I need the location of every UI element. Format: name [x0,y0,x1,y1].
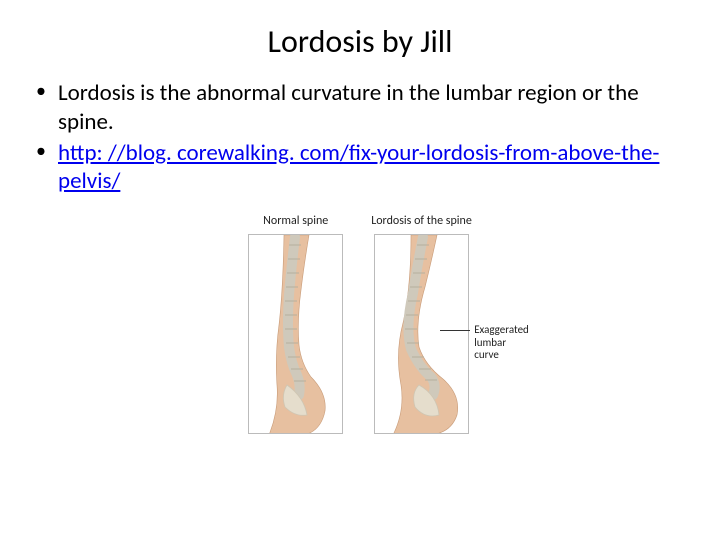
spine-panel-lordosis: Lordosis of the spine [371,214,472,434]
spine-image-normal [248,234,343,434]
bullet-list: • Lordosis is the abnormal curvature in … [0,79,720,196]
spine-image-lordosis [374,234,469,434]
spine-panel-normal: Normal spine [248,214,343,434]
annotation-text-line: curve [474,348,499,361]
bullet-item: • http: //blog. corewalking. com/fix-you… [36,139,690,197]
annotation-exaggerated-lumbar-curve: Exaggerated lumbar curve [474,324,554,362]
bullet-item: • Lordosis is the abnormal curvature in … [36,79,690,137]
source-link[interactable]: http: //blog. corewalking. com/fix-your-… [58,139,659,196]
spine-caption: Normal spine [263,214,328,228]
figure-row: Normal spine [0,214,720,434]
annotation-leader-line [440,330,470,331]
spine-caption: Lordosis of the spine [371,214,472,228]
annotation-text-line: lumbar [474,336,506,349]
annotation-text-line: Exaggerated [474,323,529,336]
bullet-text: http: //blog. corewalking. com/fix-your-… [58,139,690,197]
bullet-dot: • [36,139,58,197]
bullet-dot: • [36,79,58,137]
page-title: Lordosis by Jill [0,0,720,79]
bullet-text: Lordosis is the abnormal curvature in th… [58,79,690,137]
